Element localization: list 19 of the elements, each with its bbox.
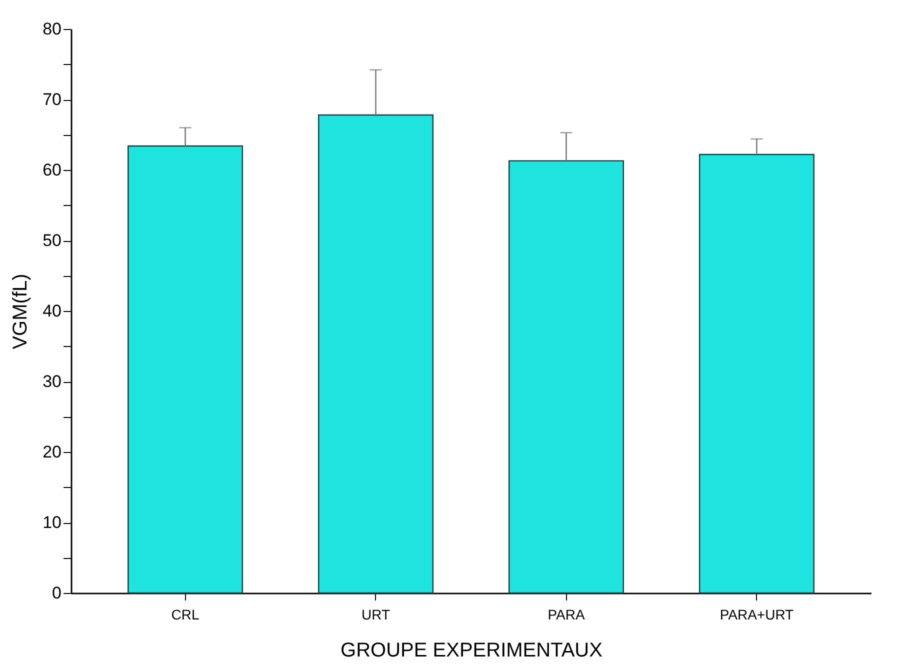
bar: [698, 154, 814, 594]
y-tick-label: 60: [42, 160, 62, 180]
y-tick-label: 80: [42, 20, 62, 38]
x-tick-label: URT: [361, 606, 390, 622]
y-tick-label: 70: [42, 90, 62, 109]
y-tick-label: 40: [42, 302, 62, 320]
x-tick-label: CRL: [171, 606, 200, 622]
y-tick-label: 30: [42, 372, 62, 391]
bar: [508, 160, 624, 594]
y-tick-label: 0: [52, 584, 62, 602]
y-tick-label: 50: [42, 231, 62, 250]
y-axis-title: VGM(fL): [10, 274, 32, 350]
y-tick-label: 20: [42, 442, 62, 462]
x-axis-title: GROUPE EXPERIMENTAUX: [340, 640, 602, 662]
x-tick-label: PARA+URT: [720, 606, 794, 622]
bar: [128, 145, 244, 594]
bar: [318, 114, 434, 594]
y-tick-label: 10: [42, 513, 62, 532]
x-tick-label: PARA: [548, 606, 586, 622]
